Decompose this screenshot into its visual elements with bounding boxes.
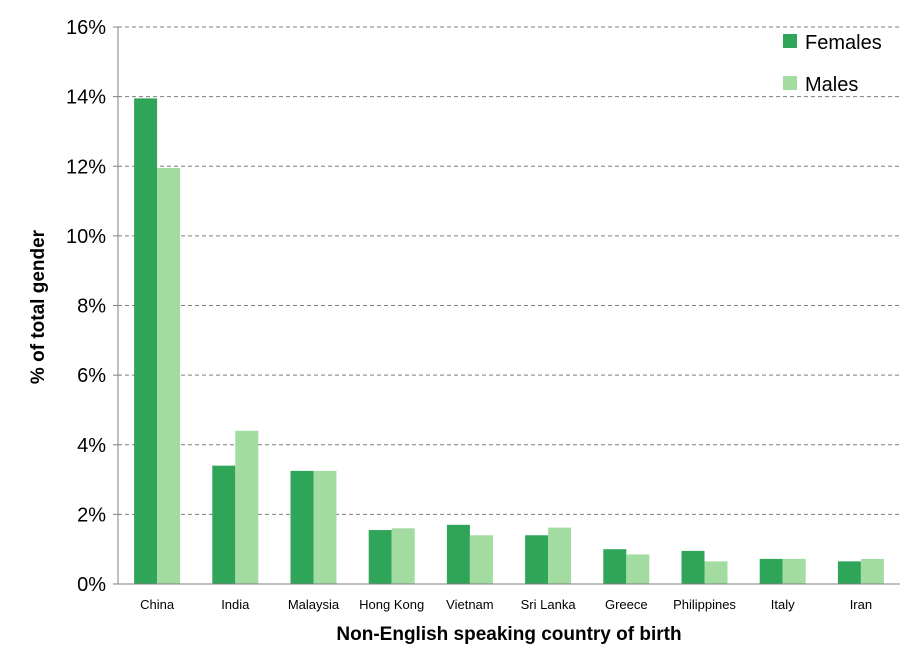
legend: Females Males	[783, 32, 882, 96]
bar-females-hong-kong	[368, 530, 392, 584]
x-tick-label: Iran	[850, 597, 872, 612]
bar-males-italy	[782, 558, 806, 584]
axes	[113, 26, 900, 585]
y-tick-label: 4%	[77, 435, 106, 457]
x-tick-labels: China India Malaysia Hong Kong Vietnam Sri La…	[140, 597, 872, 612]
y-tick-label: 12%	[66, 156, 106, 178]
legend-swatch-females	[783, 34, 797, 48]
x-tick-label: Philippines	[673, 597, 736, 612]
bar-males-hong-kong	[391, 528, 415, 584]
bar-females-iran	[837, 561, 861, 584]
x-tick-label: China	[140, 597, 175, 612]
bar-females-philippines	[681, 550, 705, 584]
bar-males-philippines	[704, 561, 728, 584]
x-tick-label: Hong Kong	[359, 597, 424, 612]
bar-males-vietnam	[469, 535, 493, 584]
y-axis-title: % of total gender	[28, 229, 49, 384]
bar-females-vietnam	[446, 524, 470, 584]
legend-swatch-males	[783, 76, 797, 90]
y-tick-label: 14%	[66, 87, 106, 109]
bar-males-china	[157, 167, 181, 584]
bar-males-sri-lanka	[548, 527, 572, 584]
y-tick-label: 2%	[77, 504, 106, 526]
y-tick-label: 0%	[77, 574, 106, 596]
y-tick-label: 10%	[66, 226, 106, 248]
gridlines	[118, 26, 900, 515]
bar-females-china	[134, 98, 158, 584]
bar-females-india	[212, 465, 236, 584]
bar-females-malaysia	[290, 470, 314, 584]
x-tick-label: Sri Lanka	[521, 597, 577, 612]
bar-males-india	[235, 430, 259, 584]
y-tick-label: 16%	[66, 17, 106, 39]
y-tick-labels: 0% 2% 4% 6% 8% 10% 12% 14% 16%	[66, 17, 106, 596]
x-axis-title: Non-English speaking country of birth	[336, 624, 681, 645]
y-tick-label: 8%	[77, 296, 106, 318]
x-tick-label: India	[221, 597, 250, 612]
bar-males-malaysia	[313, 470, 337, 584]
bar-females-greece	[603, 549, 627, 584]
bar-females-sri-lanka	[525, 535, 549, 584]
x-tick-label: Greece	[605, 597, 648, 612]
bar-males-greece	[626, 554, 650, 584]
x-tick-label: Vietnam	[446, 597, 493, 612]
y-tick-label: 6%	[77, 365, 106, 387]
x-tick-label: Italy	[771, 597, 795, 612]
bar-males-iran	[860, 558, 884, 584]
x-tick-label: Malaysia	[288, 597, 340, 612]
legend-label-males: Males	[805, 74, 858, 96]
bar-females-italy	[759, 558, 783, 584]
legend-label-females: Females	[805, 32, 882, 54]
bar-series	[134, 98, 884, 584]
